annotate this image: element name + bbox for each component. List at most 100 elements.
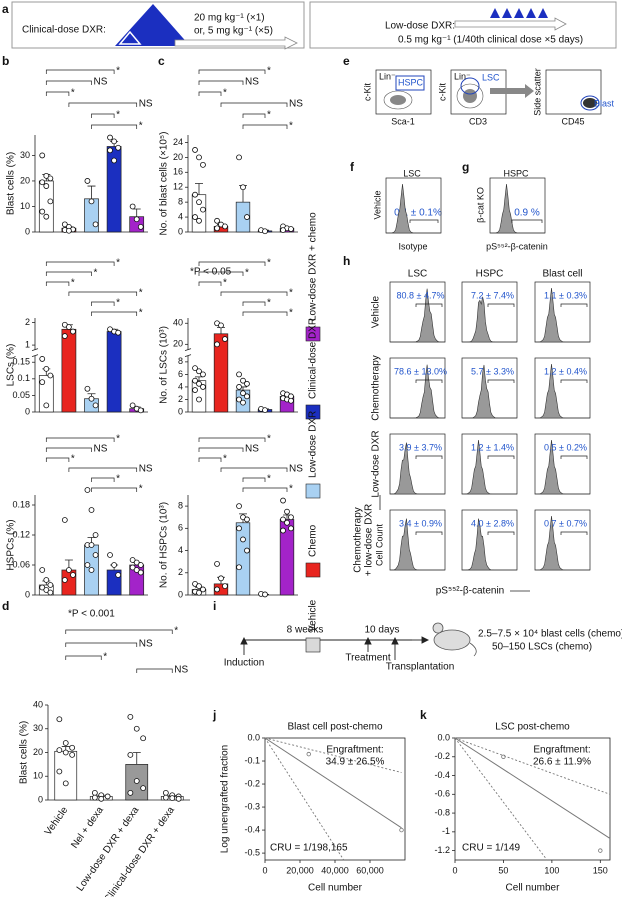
gate (560, 455, 588, 459)
axis-label: pS⁵⁵²-β-catenin (436, 586, 505, 597)
x-axis-label: Cell number (506, 883, 561, 894)
data-point (84, 562, 91, 568)
plot-frame (454, 737, 611, 861)
y-axis-label: Blast cells (%) (6, 152, 17, 215)
data-point (84, 385, 91, 392)
axis-break (184, 354, 192, 357)
data-point (88, 567, 95, 573)
y-tick-label: 0.06 (12, 559, 30, 569)
panel-label: j (212, 708, 216, 722)
data-point (240, 399, 246, 406)
data-point (598, 848, 603, 853)
data-point (70, 572, 76, 578)
gate-value: 1.2 ± 0.4% (544, 366, 587, 376)
bracket (91, 311, 138, 316)
bracket (68, 291, 138, 296)
data-point (196, 589, 202, 596)
data-point (133, 567, 140, 573)
significance-label: * (71, 454, 75, 465)
gate-label: LSC (482, 72, 500, 82)
significance-label: * (174, 626, 178, 637)
data-point (70, 328, 76, 335)
x-axis-label: Cell number (308, 883, 363, 894)
bracket (45, 281, 70, 286)
data-point (501, 754, 506, 759)
row-label: Chemotherapy (371, 355, 382, 421)
gate (487, 531, 515, 535)
data-point (240, 184, 246, 191)
y-tick-label: 0.0 (437, 732, 450, 742)
significance-label: * (267, 474, 271, 485)
gate (560, 379, 588, 383)
histogram (386, 183, 441, 234)
significance-label: * (267, 110, 271, 121)
bracket (220, 467, 288, 472)
data-point (92, 221, 99, 228)
data-point (244, 380, 250, 387)
histogram (461, 518, 517, 571)
data-point (88, 507, 95, 513)
legend-swatch (305, 637, 321, 653)
data-point (196, 583, 202, 590)
bracket (198, 80, 244, 85)
data-point (288, 226, 294, 232)
bracket (68, 102, 138, 107)
y-tick-label: 0 (25, 226, 30, 236)
panel-label: c (158, 54, 165, 68)
significance-label: NS (289, 99, 303, 110)
row-label: + low-dose DXR (364, 504, 375, 577)
error-bar (87, 185, 96, 199)
bar (235, 522, 251, 596)
column-header: LSC (408, 269, 427, 280)
histogram (390, 288, 446, 343)
legend-swatch (305, 483, 321, 499)
data-point (244, 547, 250, 554)
data-point (240, 377, 246, 384)
data-point (214, 341, 220, 348)
legend-swatch (305, 326, 321, 342)
y-tick-label: 30 (20, 150, 30, 160)
y-tick-label: -0.4 (434, 770, 450, 780)
data-point (56, 716, 63, 723)
box (309, 1, 617, 49)
data-point (129, 203, 136, 210)
bracket (198, 271, 244, 276)
data-point (61, 517, 68, 523)
y-tick-label: 24 (173, 137, 183, 147)
data-point (111, 138, 117, 145)
arrow (490, 84, 534, 98)
data-point (162, 789, 169, 796)
text: Low-dose DXR: (385, 21, 455, 32)
gate-value: 0.9 % (514, 208, 540, 219)
chart-title: LSC post-chemo (495, 722, 570, 733)
error-bar (132, 208, 141, 217)
data-point (399, 827, 404, 833)
gate (487, 455, 515, 459)
data-point (129, 564, 136, 571)
significance-label: * (289, 288, 293, 299)
bracket (242, 311, 288, 316)
histogram (389, 518, 445, 571)
axis-label: Isotype (398, 241, 427, 251)
gate-value: 0.5 ± 0.2% (544, 442, 587, 452)
data-point (39, 567, 46, 573)
y-tick-label: 0 (25, 406, 30, 416)
text: Treatment (345, 653, 390, 664)
axis-label: Sca-1 (391, 116, 415, 126)
bracket (220, 291, 288, 296)
significance-label: NS (94, 444, 108, 455)
data-point (61, 333, 68, 339)
y-axis-label: Blast cells (%) (19, 721, 30, 784)
data-point (137, 562, 144, 568)
data-point (111, 562, 117, 568)
bracket (242, 113, 266, 118)
data-point (196, 380, 202, 387)
gate-value: 3.4 ± 0.9% (399, 518, 442, 528)
data-point (62, 749, 69, 756)
data-point (192, 147, 198, 153)
bracket (68, 467, 138, 472)
bracket (91, 487, 138, 492)
bracket (45, 457, 70, 462)
data-point (244, 393, 250, 400)
x-tick-label: 0 (452, 865, 457, 875)
